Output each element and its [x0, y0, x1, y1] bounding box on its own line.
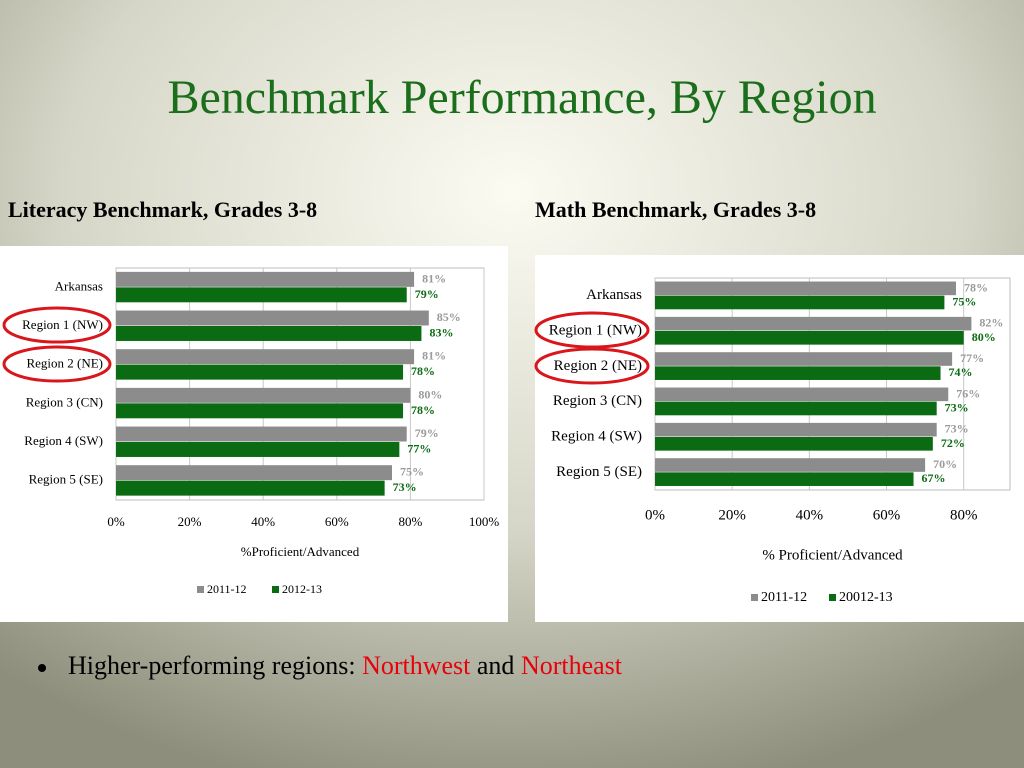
- category-label: Region 5 (SE): [29, 472, 103, 487]
- bar: [655, 331, 964, 345]
- value-label: 78%: [411, 403, 435, 417]
- x-tick-label: 20%: [718, 507, 746, 523]
- bar: [116, 426, 407, 442]
- bar: [116, 465, 392, 481]
- value-label: 77%: [960, 351, 984, 365]
- bar: [116, 271, 415, 287]
- category-label: Region 5 (SE): [556, 464, 642, 480]
- bar: [116, 442, 400, 457]
- bar: [116, 287, 407, 303]
- x-tick-label: 20%: [178, 514, 202, 529]
- value-label: 67%: [922, 471, 946, 485]
- x-tick-label: 80%: [950, 507, 978, 523]
- x-tick-label: 100%: [469, 514, 500, 529]
- value-label: 73%: [393, 480, 417, 494]
- x-tick-label: 40%: [251, 514, 275, 529]
- bar: [655, 387, 949, 402]
- bullet-highlight: Northwest: [362, 651, 471, 680]
- value-label: 79%: [415, 426, 439, 440]
- bar: [116, 310, 429, 326]
- category-label: Region 1 (NW): [549, 322, 642, 338]
- value-label: 80%: [972, 330, 996, 344]
- bullet-part: Higher-performing regions:: [68, 651, 362, 680]
- value-label: 74%: [949, 365, 973, 379]
- value-label: 82%: [979, 316, 1003, 330]
- value-label: 70%: [933, 457, 957, 471]
- bullet-part: and: [470, 651, 521, 680]
- highlight-circle: [2, 345, 112, 383]
- bullet-text: Higher-performing regions: Northwest and…: [68, 651, 623, 680]
- value-label: 81%: [422, 271, 446, 285]
- bar: [655, 422, 937, 437]
- bullet-dot: [38, 664, 46, 672]
- category-label: Region 3 (CN): [553, 393, 642, 409]
- bullet-highlight: Northeast: [521, 651, 623, 680]
- bar: [655, 401, 937, 416]
- bar: [116, 387, 411, 403]
- x-tick-label: 60%: [325, 514, 349, 529]
- bar: [655, 472, 914, 486]
- category-label: Region 4 (SW): [551, 428, 642, 444]
- legend-label: 2011-12: [761, 590, 807, 605]
- value-label: 73%: [945, 400, 969, 414]
- legend-swatch: [272, 586, 279, 593]
- x-tick-label: 40%: [796, 507, 824, 523]
- value-label: 85%: [437, 310, 461, 324]
- legend-label: 2011-12: [207, 582, 247, 596]
- bar: [655, 281, 956, 296]
- category-label: Region 2 (NE): [26, 356, 103, 371]
- value-label: 73%: [945, 422, 969, 436]
- value-label: 77%: [407, 441, 431, 455]
- highlight-circle: [534, 347, 650, 385]
- x-axis-title: %Proficient/Advanced: [241, 544, 360, 559]
- highlight-circle: [534, 311, 650, 349]
- category-label: Region 3 (CN): [26, 394, 103, 409]
- x-tick-label: 0%: [645, 507, 665, 523]
- category-label: Region 1 (NW): [22, 317, 103, 332]
- slide-title: Benchmark Performance, By Region: [167, 71, 876, 124]
- legend-label: 20012-13: [839, 590, 893, 605]
- legend-label: 2012-13: [282, 582, 322, 596]
- value-label: 81%: [422, 349, 446, 363]
- bar: [116, 403, 404, 419]
- bar: [655, 458, 926, 472]
- x-tick-label: 60%: [873, 507, 901, 523]
- legend-swatch: [197, 586, 204, 593]
- bar: [655, 295, 945, 310]
- charts: 0% 20% 40% 60% 80% 100% Arkansas 81% 79% Region 1…: [22, 267, 1011, 605]
- value-label: 78%: [964, 280, 988, 294]
- x-tick-label: 0%: [107, 514, 125, 529]
- bar: [116, 349, 415, 365]
- bar: [655, 437, 933, 451]
- value-label: 78%: [411, 364, 435, 378]
- chart-title: Literacy Benchmark, Grades 3-8: [8, 197, 317, 222]
- value-label: 79%: [415, 287, 439, 301]
- value-label: 75%: [400, 465, 424, 479]
- x-axis-title: % Proficient/Advanced: [762, 547, 903, 563]
- value-label: 80%: [418, 387, 442, 401]
- highlight-circle: [2, 306, 112, 344]
- bar: [655, 366, 941, 380]
- legend-swatch: [751, 594, 758, 601]
- category-label: Region 4 (SW): [24, 433, 103, 448]
- bar: [655, 352, 953, 366]
- value-label: 76%: [956, 386, 980, 400]
- bar: [655, 316, 972, 331]
- category-label: Arkansas: [586, 287, 642, 303]
- bar: [116, 364, 404, 380]
- category-label: Region 2 (NE): [554, 358, 642, 374]
- legend-swatch: [829, 594, 836, 601]
- value-label: 75%: [952, 294, 976, 308]
- chart-title: Math Benchmark, Grades 3-8: [535, 197, 816, 222]
- value-label: 83%: [429, 325, 453, 339]
- x-tick-label: 80%: [398, 514, 422, 529]
- category-label: Arkansas: [55, 278, 103, 293]
- value-label: 72%: [941, 436, 965, 450]
- bar: [116, 326, 422, 341]
- bar: [116, 480, 385, 496]
